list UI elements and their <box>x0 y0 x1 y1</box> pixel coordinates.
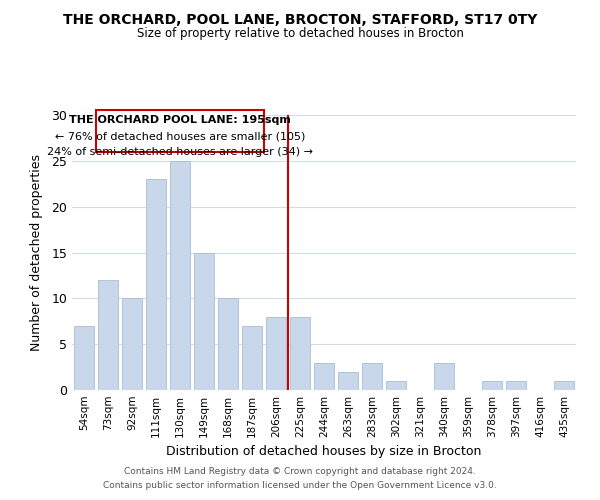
Text: 24% of semi-detached houses are larger (34) →: 24% of semi-detached houses are larger (… <box>47 147 313 157</box>
Text: Size of property relative to detached houses in Brocton: Size of property relative to detached ho… <box>137 28 463 40</box>
X-axis label: Distribution of detached houses by size in Brocton: Distribution of detached houses by size … <box>166 446 482 458</box>
Bar <box>122 298 142 390</box>
Y-axis label: Number of detached properties: Number of detached properties <box>30 154 43 351</box>
Bar <box>146 179 166 390</box>
Text: Contains public sector information licensed under the Open Government Licence v3: Contains public sector information licen… <box>103 481 497 490</box>
Bar <box>242 326 262 390</box>
Bar <box>290 316 310 390</box>
Bar <box>506 381 526 390</box>
Bar <box>194 252 214 390</box>
Text: THE ORCHARD POOL LANE: 195sqm: THE ORCHARD POOL LANE: 195sqm <box>69 116 291 126</box>
Bar <box>266 316 286 390</box>
Bar <box>74 326 94 390</box>
Text: ← 76% of detached houses are smaller (105): ← 76% of detached houses are smaller (10… <box>55 132 305 142</box>
Bar <box>98 280 118 390</box>
Bar <box>386 381 406 390</box>
Bar <box>338 372 358 390</box>
Bar <box>434 362 454 390</box>
Bar <box>362 362 382 390</box>
Text: Contains HM Land Registry data © Crown copyright and database right 2024.: Contains HM Land Registry data © Crown c… <box>124 467 476 476</box>
Bar <box>554 381 574 390</box>
Bar <box>314 362 334 390</box>
Bar <box>218 298 238 390</box>
Bar <box>482 381 502 390</box>
Text: THE ORCHARD, POOL LANE, BROCTON, STAFFORD, ST17 0TY: THE ORCHARD, POOL LANE, BROCTON, STAFFOR… <box>63 12 537 26</box>
Bar <box>170 161 190 390</box>
